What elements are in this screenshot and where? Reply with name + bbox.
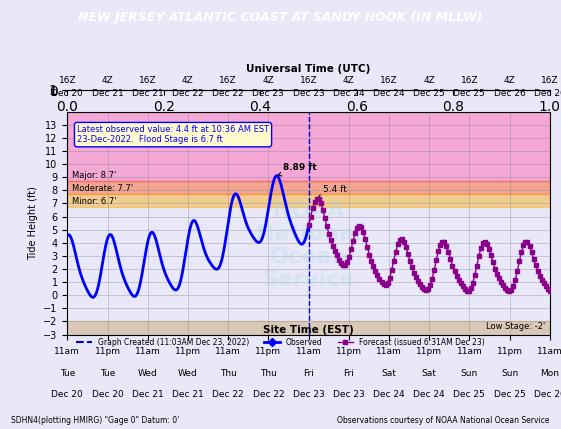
Text: 4Z: 4Z [343, 76, 355, 85]
Text: Dec 20: Dec 20 [52, 390, 83, 399]
Text: 16Z: 16Z [541, 76, 559, 85]
Text: Dec 20: Dec 20 [91, 390, 123, 399]
Text: Dec 24: Dec 24 [413, 390, 445, 399]
Text: Dec 22: Dec 22 [212, 390, 244, 399]
Text: 4Z: 4Z [102, 76, 113, 85]
Text: 11am: 11am [215, 347, 241, 356]
Text: Dec 22: Dec 22 [172, 89, 204, 98]
Text: Dec 21: Dec 21 [132, 89, 164, 98]
Text: Sat: Sat [422, 369, 436, 378]
Text: 11am: 11am [54, 347, 80, 356]
Text: Thu: Thu [260, 369, 277, 378]
Text: Observations courtesy of NOAA National Ocean Service: Observations courtesy of NOAA National O… [337, 416, 550, 425]
Text: 16Z: 16Z [58, 76, 76, 85]
Text: Dec 20: Dec 20 [52, 89, 83, 98]
Text: 16Z: 16Z [380, 76, 398, 85]
Text: Dec 23: Dec 23 [293, 89, 324, 98]
Text: Major: 8.7': Major: 8.7' [72, 171, 116, 180]
Text: 11am: 11am [537, 347, 561, 356]
Text: Minor: 6.7': Minor: 6.7' [72, 197, 117, 206]
Text: Dec 24: Dec 24 [373, 89, 405, 98]
Text: 16Z: 16Z [461, 76, 478, 85]
Text: Universal Time (UTC): Universal Time (UTC) [246, 63, 371, 74]
Text: Sun: Sun [501, 369, 518, 378]
Text: 11pm: 11pm [335, 347, 362, 356]
Text: NOAA
National
Ocean
Service: NOAA National Ocean Service [256, 201, 361, 290]
Text: 5.4 ft: 5.4 ft [318, 185, 347, 198]
Text: 11am: 11am [135, 347, 160, 356]
Text: 4Z: 4Z [424, 76, 435, 85]
Text: Dec 25: Dec 25 [413, 89, 445, 98]
Text: NEW JERSEY ATLANTIC COAST AT SANDY HOOK (IN MLLW): NEW JERSEY ATLANTIC COAST AT SANDY HOOK … [78, 11, 483, 24]
Y-axis label: Tide Height (ft): Tide Height (ft) [27, 186, 38, 260]
Text: 11pm: 11pm [255, 347, 282, 356]
Text: Dec 21: Dec 21 [132, 390, 164, 399]
Text: 4Z: 4Z [182, 76, 194, 85]
Text: Dec 22: Dec 22 [212, 89, 244, 98]
Text: 16Z: 16Z [300, 76, 318, 85]
Text: Dec 22: Dec 22 [252, 390, 284, 399]
Text: 8.89 ft: 8.89 ft [278, 163, 317, 176]
Text: Dec 25: Dec 25 [453, 89, 485, 98]
Text: Dec 23: Dec 23 [293, 390, 324, 399]
Text: 11am: 11am [296, 347, 321, 356]
Text: Site Time (EST): Site Time (EST) [263, 325, 354, 335]
Text: 4Z: 4Z [504, 76, 516, 85]
Text: 11am: 11am [457, 347, 482, 356]
Bar [67, 321, 550, 335]
Text: 4Z: 4Z [263, 76, 274, 85]
Text: Moderate: 7.7': Moderate: 7.7' [72, 184, 134, 193]
Text: Dec 25: Dec 25 [453, 390, 485, 399]
Text: 11pm: 11pm [416, 347, 442, 356]
Text: Sat: Sat [381, 369, 397, 378]
Text: Tue: Tue [100, 369, 115, 378]
Bar [67, 181, 550, 194]
Text: Dec 23: Dec 23 [252, 89, 284, 98]
Text: 11pm: 11pm [175, 347, 201, 356]
Text: Thu: Thu [220, 369, 237, 378]
Text: 16Z: 16Z [139, 76, 157, 85]
Text: Dec 21: Dec 21 [172, 390, 204, 399]
Text: Sun: Sun [461, 369, 478, 378]
Text: Dec 26: Dec 26 [534, 89, 561, 98]
Text: Fri: Fri [303, 369, 314, 378]
Text: 16Z: 16Z [219, 76, 237, 85]
Bar [67, 194, 550, 207]
Text: Dec 21: Dec 21 [91, 89, 123, 98]
Text: Wed: Wed [178, 369, 198, 378]
Text: Mon: Mon [540, 369, 559, 378]
Bar [67, 112, 550, 181]
Text: 11pm: 11pm [94, 347, 121, 356]
Text: 11am: 11am [376, 347, 402, 356]
Text: Dec 24: Dec 24 [373, 390, 405, 399]
Text: Dec 25: Dec 25 [494, 390, 526, 399]
Text: Latest observed value: 4.4 ft at 10:36 AM EST
23-Dec-2022.  Flood Stage is 6.7 f: Latest observed value: 4.4 ft at 10:36 A… [77, 125, 269, 144]
Text: Tue: Tue [59, 369, 75, 378]
Text: Wed: Wed [138, 369, 158, 378]
Text: Low Stage: -2': Low Stage: -2' [486, 322, 545, 331]
Text: Dec 26: Dec 26 [534, 390, 561, 399]
Text: Dec 26: Dec 26 [494, 89, 526, 98]
Legend: Graph Created (11:03AM Dec 23, 2022), Observed, Forecast (issued 6:31AM Dec 23): Graph Created (11:03AM Dec 23, 2022), Ob… [73, 335, 488, 350]
Text: SDHN4(plotting HMIRG) "Gage 0" Datum: 0': SDHN4(plotting HMIRG) "Gage 0" Datum: 0' [11, 416, 180, 425]
Text: Dec 24: Dec 24 [333, 89, 365, 98]
Text: Dec 23: Dec 23 [333, 390, 365, 399]
Text: 11pm: 11pm [496, 347, 523, 356]
Text: Fri: Fri [343, 369, 354, 378]
